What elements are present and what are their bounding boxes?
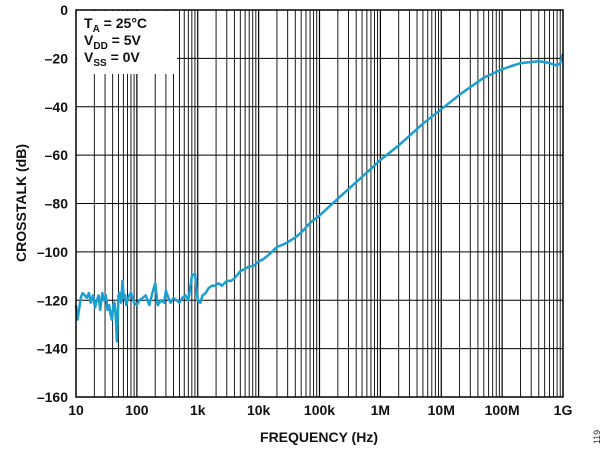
conditions-box — [77, 11, 177, 74]
crosstalk-line — [74, 53, 565, 343]
x-tick-label: 10 — [68, 402, 84, 418]
data-series — [74, 53, 565, 343]
y-tick-label: –80 — [45, 196, 69, 212]
x-tick-label: 1G — [554, 402, 573, 418]
x-tick-label: 100 — [125, 402, 149, 418]
y-tick-label: 0 — [60, 2, 68, 18]
x-tick-label: 10M — [428, 402, 455, 418]
figure-id: 119 — [592, 430, 602, 444]
y-tick-label: –100 — [37, 244, 68, 260]
y-tick-label: –60 — [45, 147, 69, 163]
condition-line: TA = 25°C — [84, 15, 147, 35]
x-tick-label: 10k — [247, 402, 271, 418]
condition-line: VDD = 5V — [84, 32, 142, 52]
y-axis-title: CROSSTALK (dB) — [13, 144, 29, 262]
x-tick-label: 1k — [190, 402, 206, 418]
y-tick-labels: 0 –20 –40 –60 –80 –100 –120 –140 –160 — [37, 2, 68, 405]
y-tick-label: –40 — [45, 99, 69, 115]
x-tick-label: 100k — [304, 402, 335, 418]
x-tick-label: 100M — [485, 402, 520, 418]
y-tick-label: –140 — [37, 341, 68, 357]
plot-frame — [75, 9, 564, 398]
x-axis-title: FREQUENCY (Hz) — [260, 429, 378, 445]
y-tick-label: –120 — [37, 292, 68, 308]
condition-line: VSS = 0V — [84, 49, 140, 69]
x-tick-label: 1M — [371, 402, 390, 418]
y-tick-label: –20 — [45, 50, 69, 66]
x-tick-labels: 10 100 1k 10k 100k 1M 10M 100M 1G — [68, 402, 572, 418]
y-tick-label: –160 — [37, 389, 68, 405]
